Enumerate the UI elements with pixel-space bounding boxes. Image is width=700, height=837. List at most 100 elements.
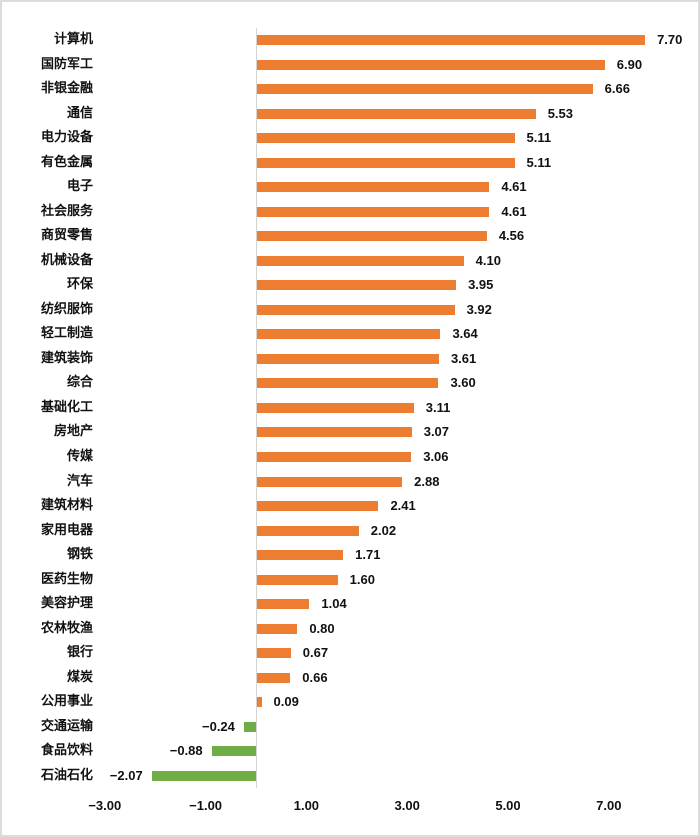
value-label: 4.10	[475, 252, 501, 268]
bar-row: 有色金属 5.11	[0, 153, 700, 173]
category-label: 机械设备	[40, 252, 93, 268]
category-label: 美容护理	[40, 596, 93, 612]
bar-row: 煤炭 0.66	[0, 668, 700, 688]
category-label: 煤炭	[66, 669, 93, 685]
bar-row: 社会服务 4.61	[0, 202, 700, 222]
value-label: 4.61	[501, 179, 527, 195]
bar-row: 商贸零售 4.56	[0, 226, 700, 246]
bar-row: 家用电器 2.02	[0, 521, 700, 541]
bar-row: 机械设备 4.10	[0, 251, 700, 271]
bar-row: 食品饮料 −0.88	[0, 741, 700, 761]
bar-row: 国防军工 6.90	[0, 55, 700, 75]
positive-bar	[257, 133, 515, 144]
bar-row: 建筑装饰 3.61	[0, 349, 700, 369]
bar-row: 综合 3.60	[0, 373, 700, 393]
positive-bar	[257, 378, 439, 389]
category-label: 通信	[66, 105, 93, 121]
positive-bar	[257, 353, 439, 364]
value-label: 1.04	[321, 596, 347, 612]
category-label: 计算机	[53, 32, 93, 47]
bar-row: 电子 4.61	[0, 177, 700, 197]
bar-row: 电力设备 5.11	[0, 128, 700, 148]
category-label: 非银金融	[40, 81, 93, 97]
positive-bar	[257, 427, 412, 438]
value-label: 0.80	[309, 620, 335, 636]
positive-bar	[257, 402, 414, 413]
bar-row: 通信 5.53	[0, 104, 700, 124]
value-label: 3.95	[468, 277, 494, 293]
bar-row: 石油石化 −2.07	[0, 766, 700, 786]
x-tick-label: 5.00	[495, 798, 521, 813]
category-label: 环保	[66, 277, 93, 293]
bar-row: 纺织服饰 3.92	[0, 300, 700, 320]
bar-row: 环保 3.95	[0, 275, 700, 295]
positive-bar	[257, 697, 262, 708]
category-label: 医药生物	[40, 571, 93, 587]
positive-bar	[257, 231, 487, 242]
positive-bar	[257, 206, 490, 217]
category-label: 有色金属	[40, 154, 93, 170]
value-label: 4.56	[498, 228, 525, 244]
positive-bar	[257, 525, 359, 536]
positive-bar	[257, 84, 593, 95]
x-tick-label: 7.00	[596, 798, 622, 813]
bar-row: 非银金融 6.66	[0, 79, 700, 99]
negative-bar	[211, 746, 256, 757]
value-label: 4.61	[501, 203, 527, 219]
category-label: 纺织服饰	[40, 301, 93, 317]
category-label: 传媒	[66, 449, 93, 464]
bar-row: 美容护理 1.04	[0, 594, 700, 614]
bar-row: 房地产 3.07	[0, 422, 700, 442]
positive-bar	[257, 550, 344, 561]
category-label: 建筑材料	[40, 498, 93, 514]
value-label: 2.88	[414, 473, 440, 489]
positive-bar	[257, 280, 457, 291]
value-label: 3.11	[425, 399, 451, 415]
positive-bar	[257, 648, 291, 659]
category-label: 汽车	[66, 473, 93, 489]
bar-row: 轻工制造 3.64	[0, 324, 700, 344]
bar-row: 传媒 3.06	[0, 447, 700, 467]
value-label: 3.06	[423, 449, 449, 464]
value-label: 5.11	[526, 130, 552, 146]
category-label: 国防军工	[40, 56, 93, 72]
positive-bar	[257, 574, 338, 585]
positive-bar	[257, 108, 536, 119]
value-label: 7.70	[657, 32, 683, 47]
positive-bar	[257, 255, 464, 266]
bar-row: 医药生物 1.60	[0, 570, 700, 590]
positive-bar	[257, 452, 412, 462]
positive-bar	[257, 157, 515, 168]
value-label: 2.41	[390, 498, 416, 514]
value-label: 1.71	[355, 547, 381, 563]
value-label: 3.92	[466, 301, 492, 317]
bar-row: 钢铁 1.71	[0, 545, 700, 565]
category-label: 建筑装饰	[40, 350, 93, 366]
positive-bar	[257, 304, 455, 315]
negative-bar	[243, 721, 256, 732]
value-label: −2.07	[109, 767, 143, 783]
x-tick-label: 3.00	[394, 798, 420, 813]
bar-row: 汽车 2.88	[0, 472, 700, 492]
value-label: 1.60	[349, 571, 375, 587]
category-label: 基础化工	[40, 399, 93, 415]
negative-bar	[151, 770, 256, 781]
category-label: 房地产	[53, 424, 93, 440]
value-label: −0.88	[169, 743, 203, 759]
value-label: −0.24	[202, 718, 235, 734]
category-label: 公用事业	[40, 694, 93, 710]
value-label: 5.11	[526, 154, 552, 170]
zero-axis-line	[256, 28, 257, 788]
category-label: 轻工制造	[40, 326, 93, 342]
positive-bar	[257, 623, 298, 634]
category-label: 社会服务	[40, 203, 93, 219]
value-label: 5.53	[547, 105, 574, 121]
category-label: 食品饮料	[40, 743, 93, 759]
positive-bar	[257, 501, 379, 512]
category-label: 石油石化	[40, 767, 93, 783]
positive-bar	[257, 476, 403, 487]
bar-row: 交通运输 −0.24	[0, 717, 700, 737]
bar-row: 农林牧渔 0.80	[0, 619, 700, 639]
positive-bar	[257, 59, 605, 70]
